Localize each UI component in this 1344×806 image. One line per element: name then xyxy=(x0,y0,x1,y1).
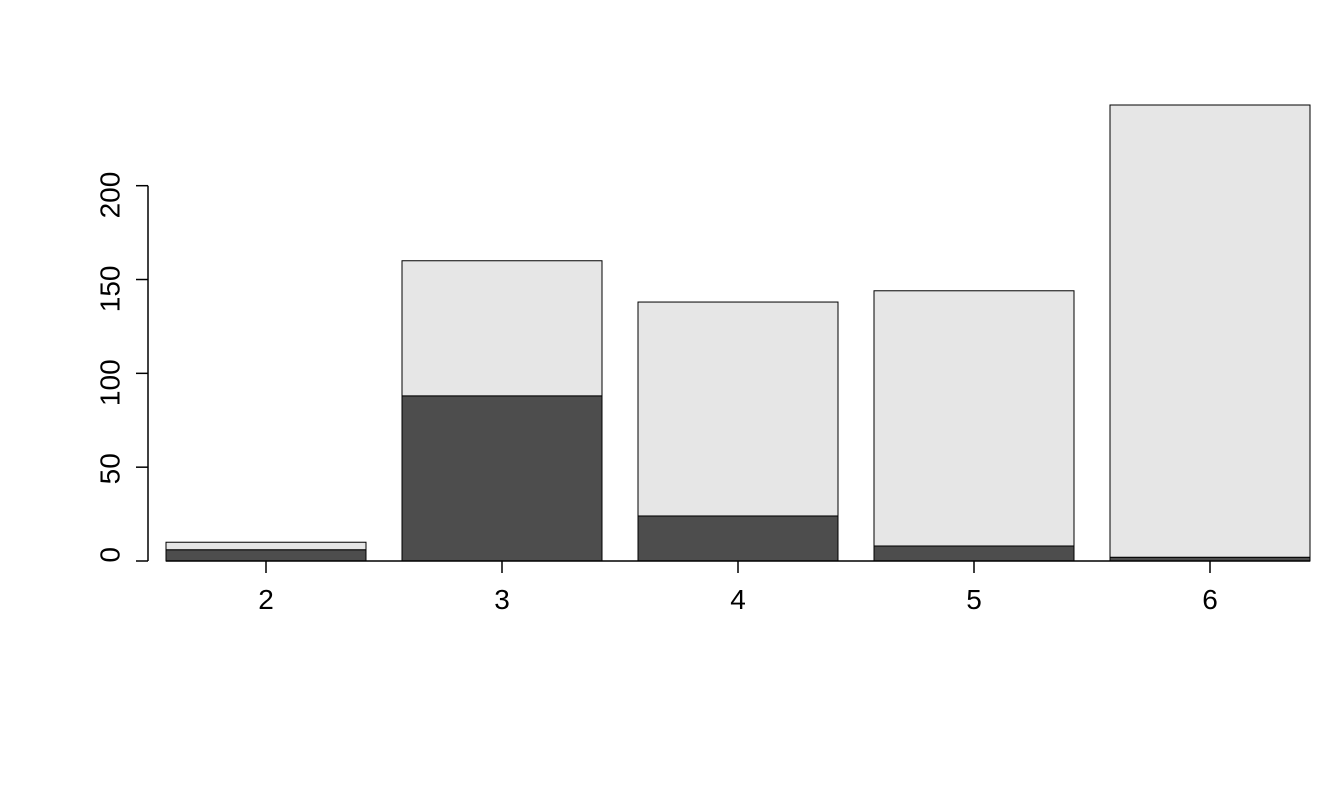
x-tick-label: 5 xyxy=(966,584,982,615)
stacked-bar-chart: 0 50 100 150 200 2 3 4 5 6 xyxy=(0,0,1344,806)
bar-5-light xyxy=(874,291,1074,546)
x-tick-label: 3 xyxy=(494,584,510,615)
bar-6-light xyxy=(1110,105,1310,557)
x-tick-label: 6 xyxy=(1202,584,1218,615)
bar-3-dark xyxy=(402,396,602,561)
bar-3-light xyxy=(402,261,602,396)
x-tick-label: 4 xyxy=(730,584,746,615)
chart-container: 0 50 100 150 200 2 3 4 5 6 xyxy=(0,0,1344,806)
y-tick-label: 0 xyxy=(94,547,125,563)
y-tick-label: 200 xyxy=(94,172,125,219)
bar-4-light xyxy=(638,302,838,516)
y-tick-label: 100 xyxy=(94,359,125,406)
y-tick-label: 50 xyxy=(94,453,125,484)
bar-2-dark xyxy=(166,550,366,561)
bar-4-dark xyxy=(638,516,838,561)
y-tick-label: 150 xyxy=(94,266,125,313)
x-tick-label: 2 xyxy=(258,584,274,615)
bar-2-light xyxy=(166,542,366,550)
bar-5-dark xyxy=(874,546,1074,561)
